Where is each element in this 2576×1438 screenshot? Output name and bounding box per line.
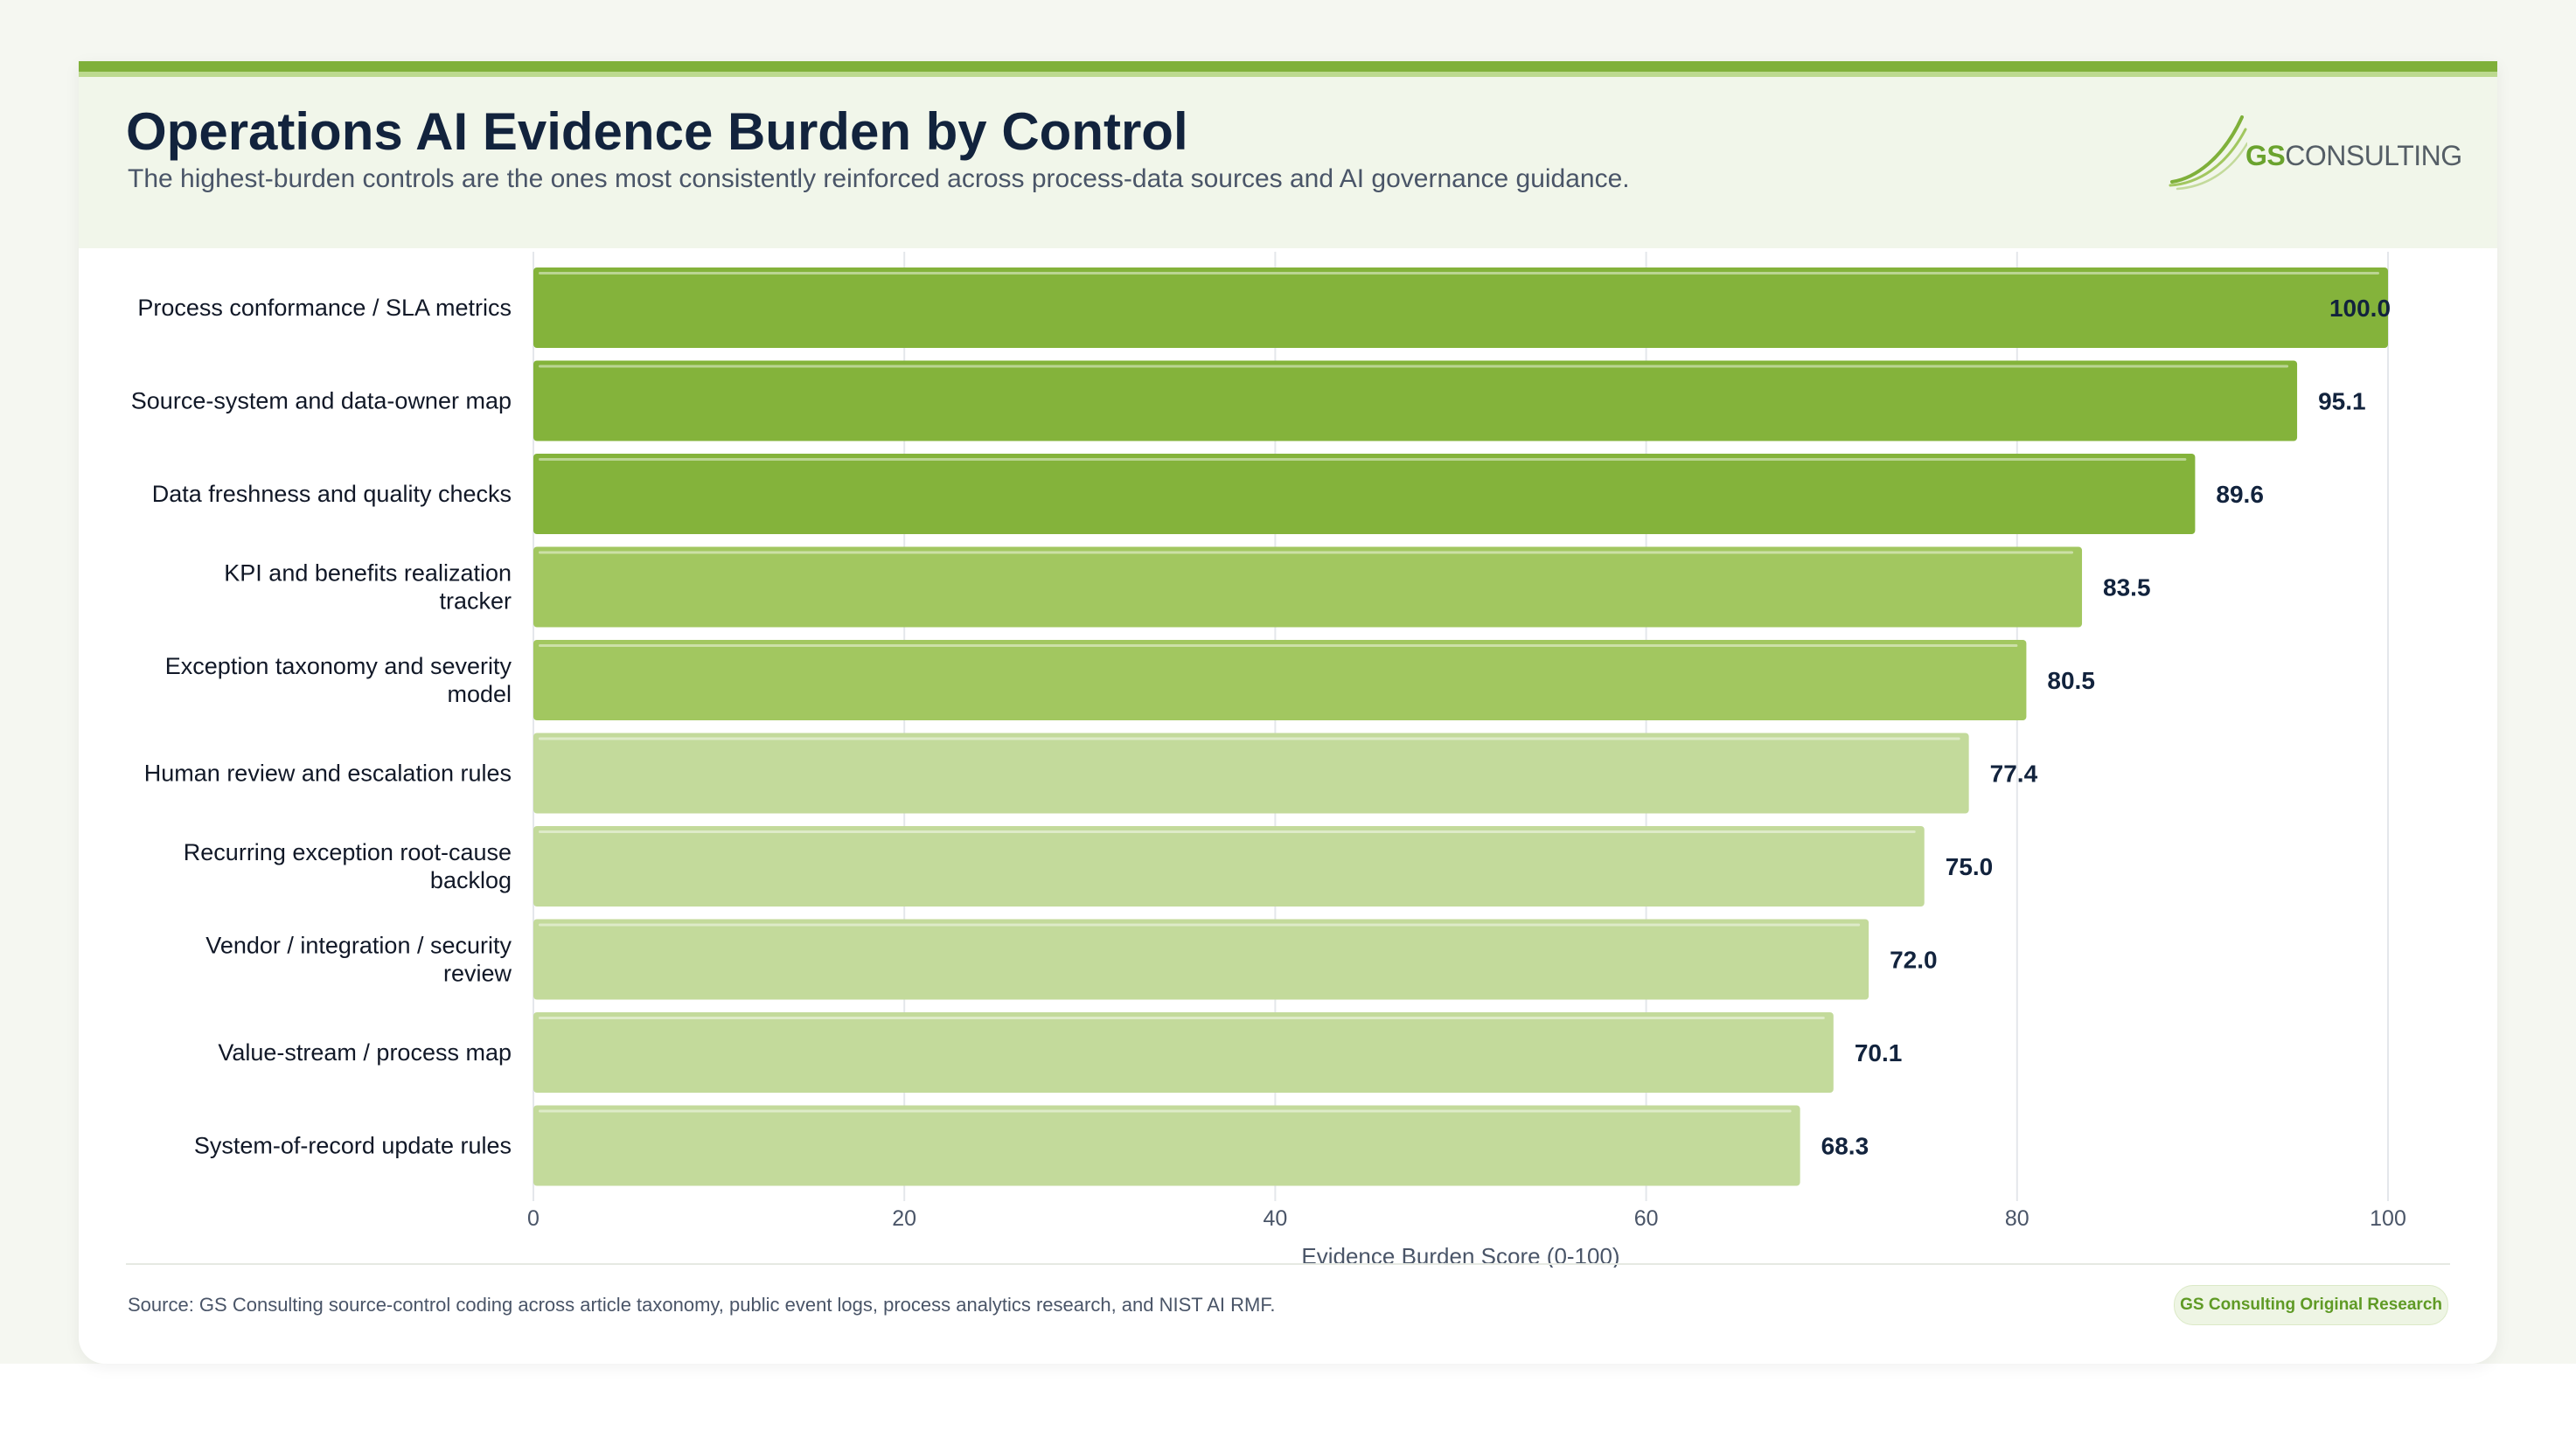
gs-consulting-logo: GSCONSULTING — [2169, 114, 2462, 192]
page-subtitle: The highest-burden controls are the ones… — [128, 164, 1630, 193]
value-label: 95.1 — [2318, 388, 2366, 415]
bar-highlight — [539, 923, 1861, 927]
header-band: Operations AI Evidence Burden by Control… — [79, 77, 2497, 248]
value-label: 80.5 — [2047, 667, 2095, 694]
value-label: 75.0 — [1946, 853, 1994, 880]
category-label: Process conformance / SLA metrics — [137, 295, 512, 321]
logo-gs: GS — [2245, 140, 2286, 171]
bar — [533, 454, 2196, 534]
x-tick-label: 80 — [2005, 1206, 2029, 1231]
page-bottom-band — [0, 1364, 2576, 1438]
x-tick-label: 20 — [892, 1206, 916, 1231]
value-label: 68.3 — [1821, 1133, 1869, 1160]
bar — [533, 640, 2027, 720]
x-tick-label: 60 — [1634, 1206, 1659, 1231]
value-label: 83.5 — [2103, 574, 2151, 601]
bar-chart: 0 20 40 60 80 100 Process conformance / SLA me… — [131, 252, 2406, 1268]
bar-highlight — [539, 1109, 1792, 1113]
bar-highlight — [539, 1017, 1825, 1019]
logo-wordmark: GSCONSULTING — [2245, 140, 2462, 172]
category-label: KPI and benefits realization tracker — [224, 560, 512, 615]
bar — [533, 546, 2083, 628]
bar — [533, 1012, 1834, 1093]
value-label: 89.6 — [2216, 481, 2264, 508]
research-badge: GS Consulting Original Research — [2174, 1285, 2448, 1325]
category-label: Human review and escalation rules — [144, 761, 512, 787]
footer-divider — [126, 1263, 2450, 1265]
value-label: 77.4 — [1990, 761, 2038, 788]
value-label: 72.0 — [1890, 947, 1938, 974]
category-label: Data freshness and quality checks — [152, 481, 512, 507]
category-label: Recurring exception root-cause backlog — [184, 839, 512, 893]
bar — [533, 919, 1869, 1000]
bar-highlight — [539, 272, 2379, 274]
x-tick-label: 0 — [527, 1206, 540, 1231]
chart-card: Operations AI Evidence Burden by Control… — [79, 61, 2497, 1364]
value-label: 70.1 — [1855, 1039, 1903, 1066]
page-title: Operations AI Evidence Burden by Control — [126, 102, 1188, 161]
category-label: Exception taxonomy and severity model — [165, 653, 512, 707]
bar — [533, 733, 1969, 814]
bar — [533, 267, 2388, 348]
logo-consulting: CONSULTING — [2285, 140, 2462, 171]
bar — [533, 826, 1925, 907]
bar-highlight — [539, 644, 2018, 647]
accent-bar — [79, 61, 2497, 72]
category-label: Source-system and data-owner map — [131, 388, 512, 414]
bar-highlight — [539, 458, 2187, 461]
x-tick-label: 40 — [1263, 1206, 1287, 1231]
swoosh-icon — [2169, 115, 2247, 191]
accent-bar-light — [79, 72, 2497, 77]
category-label: System-of-record update rules — [194, 1133, 512, 1159]
bar-highlight — [539, 830, 1916, 833]
value-label: 100.0 — [2329, 295, 2391, 322]
source-note: Source: GS Consulting source-control cod… — [128, 1294, 1276, 1316]
bar-highlight — [539, 551, 2074, 554]
bar — [533, 360, 2298, 441]
category-label: Value-stream / process map — [218, 1039, 512, 1066]
category-label: Vendor / integration / security review — [205, 933, 512, 987]
bar-highlight — [539, 737, 1960, 740]
bar-highlight — [539, 365, 2289, 368]
bar — [533, 1105, 1800, 1186]
x-tick-label: 100 — [2370, 1206, 2406, 1231]
